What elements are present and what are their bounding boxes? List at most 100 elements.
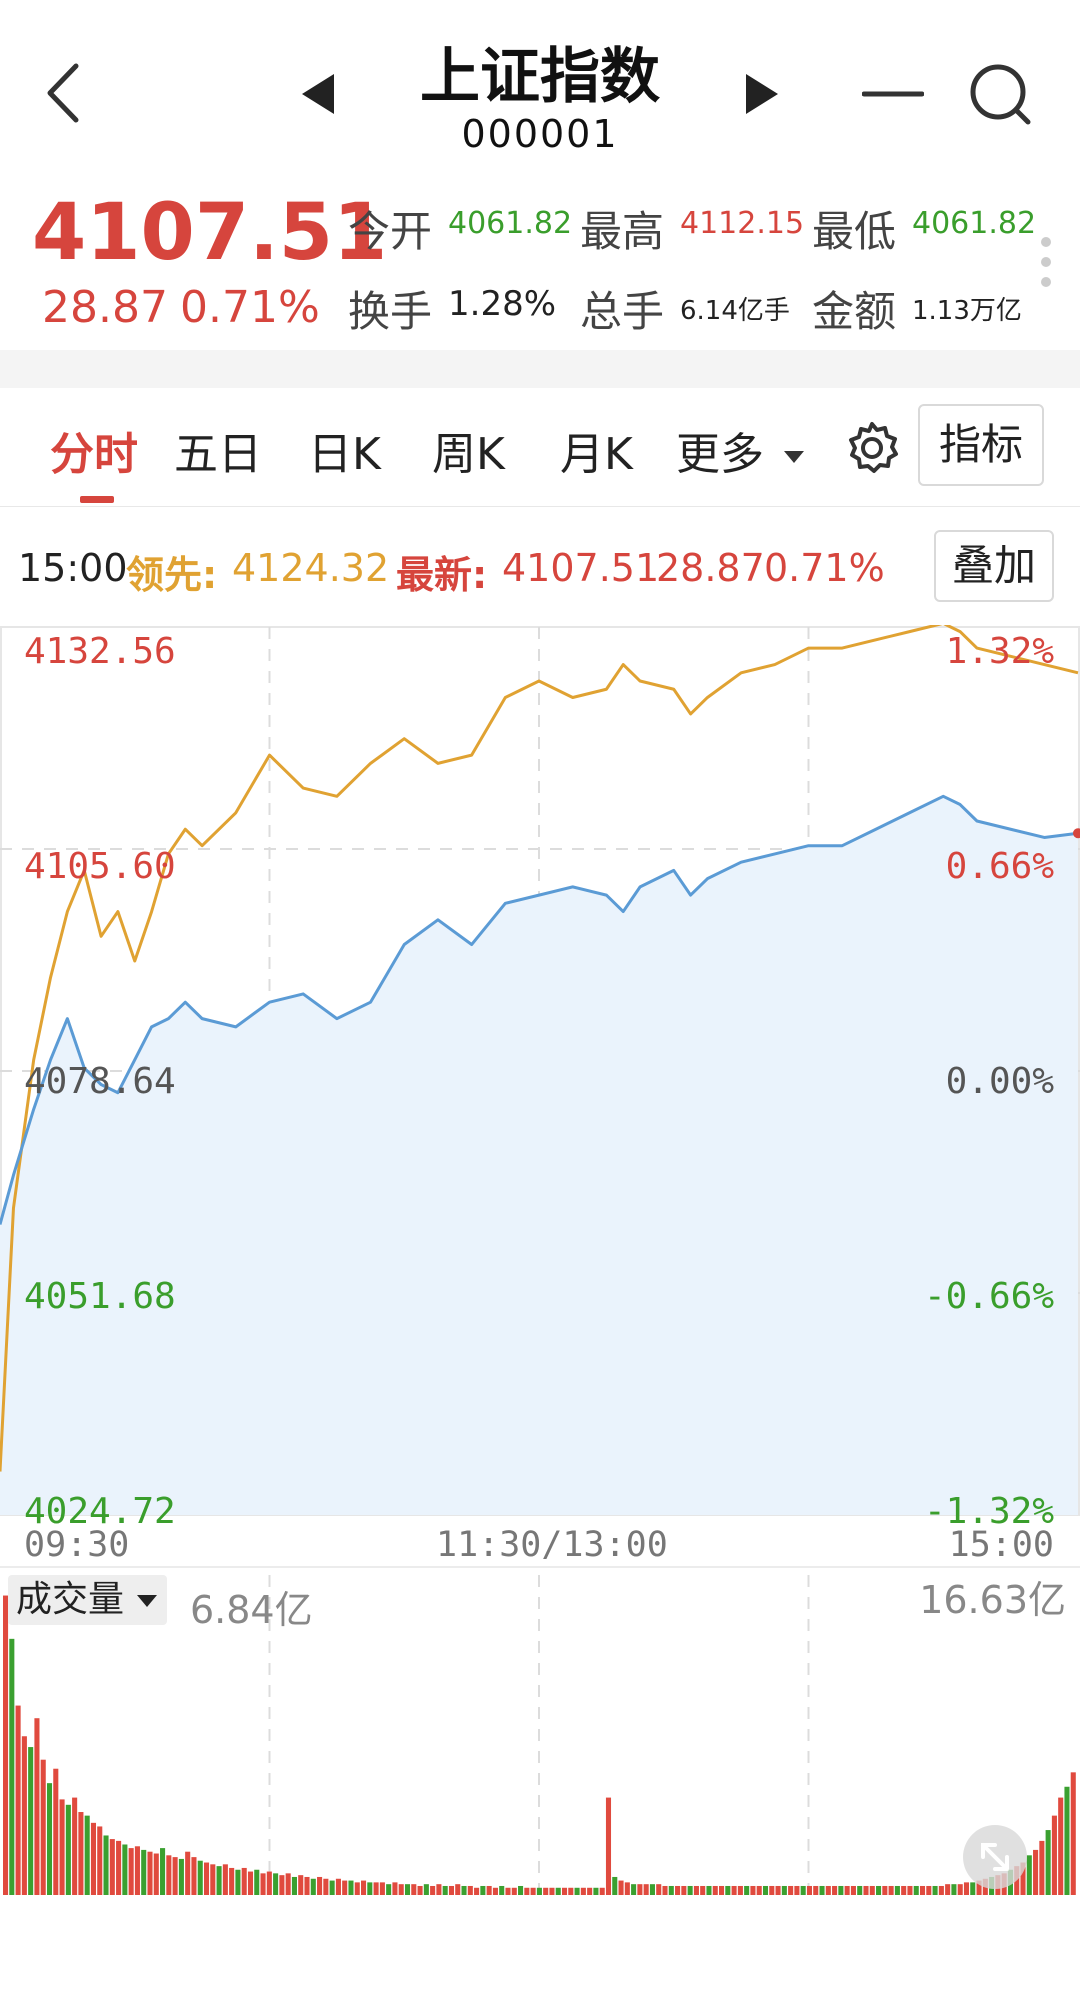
volume-bar-134	[844, 1885, 850, 1895]
vertical-dots-icon	[1041, 237, 1051, 287]
volume-selector[interactable]: 成交量	[8, 1575, 168, 1625]
open-value: 4061.82	[448, 206, 573, 241]
expand-icon	[981, 1843, 1009, 1871]
volume-bar-151	[951, 1884, 957, 1895]
page-title: 上证指数	[420, 42, 660, 112]
volume-bar-104	[656, 1884, 662, 1895]
legend-time: 15:00	[18, 546, 128, 590]
volume-bar-137	[863, 1885, 869, 1895]
volume-bar-150	[945, 1884, 951, 1895]
latest-label: 最新:	[396, 553, 488, 597]
volume-bar-121	[762, 1885, 769, 1895]
current-price: 4107.51	[32, 188, 388, 278]
volume-bar-129	[813, 1885, 819, 1895]
tab-intraday[interactable]: 分时	[50, 429, 138, 480]
volume-bar-9	[59, 1799, 65, 1895]
volume-bar-15	[97, 1826, 103, 1895]
triangle-right-icon	[746, 74, 778, 114]
prev-stock-button[interactable]	[298, 70, 338, 118]
volume-bar-67	[423, 1884, 429, 1895]
volume-bar-92	[580, 1887, 586, 1895]
volume-bar-6	[40, 1759, 46, 1895]
volume-bar-81	[511, 1887, 517, 1895]
volume-bar-123	[775, 1885, 781, 1895]
tab-monthly-k[interactable]: 月K	[560, 429, 633, 480]
volume-current: 6.84亿	[190, 1588, 313, 1632]
y-label-right-0: 1.32%	[945, 631, 1054, 672]
latest-pct: 0.71%	[764, 546, 885, 590]
volume-bar-149	[938, 1885, 944, 1895]
x-label-midday: 11:30/13:00	[436, 1525, 668, 1565]
volume-bar-19	[122, 1844, 128, 1895]
top-nav-bar: 上证指数 000001	[0, 0, 1080, 180]
volume-bar-28	[178, 1858, 184, 1895]
section-divider	[0, 350, 1080, 388]
volume-bar-40	[254, 1869, 260, 1895]
volume-bar-77	[486, 1885, 492, 1895]
volume-bar-107	[675, 1885, 681, 1895]
intraday-chart[interactable]: 4132.56 4105.60 4078.64 4051.68 4024.72 …	[0, 625, 1080, 1905]
price-change-pct: 0.71%	[180, 282, 320, 333]
volume-bar-54	[342, 1880, 348, 1895]
volume-bar-163	[1026, 1855, 1032, 1895]
volume-bar-22	[141, 1849, 147, 1895]
volume-bar-122	[769, 1885, 775, 1895]
volume-bar-106	[668, 1885, 674, 1895]
gear-icon	[849, 422, 898, 473]
volume-bar-20	[128, 1848, 134, 1895]
tab-daily-k[interactable]: 日K	[308, 429, 381, 480]
volume-bar-8	[53, 1768, 59, 1895]
chart-canvas[interactable]	[0, 625, 1080, 1905]
volume-bar-153	[963, 1882, 970, 1895]
latest-change: 28.87	[656, 546, 765, 590]
volume-bar-102	[643, 1884, 649, 1895]
lead-value: 4124.32	[232, 546, 390, 590]
triangle-left-icon	[302, 74, 334, 114]
volume-bar-60	[379, 1882, 385, 1895]
volume-bar-96	[605, 1797, 612, 1895]
amount-value: 1.13万亿	[912, 296, 1022, 326]
tab-weekly-k[interactable]: 周K	[432, 429, 505, 480]
volume-bar-91	[574, 1887, 580, 1895]
more-options-button[interactable]	[1036, 234, 1056, 290]
volume-bar-65	[411, 1884, 417, 1895]
volume-bar-166	[1045, 1830, 1051, 1895]
volume-bar-114	[719, 1885, 725, 1895]
settings-button[interactable]	[842, 418, 902, 478]
volume-bar-113	[712, 1885, 718, 1895]
volume-bar-128	[806, 1885, 813, 1895]
volume-bar-18	[116, 1840, 122, 1895]
volume-bar-72	[455, 1884, 461, 1895]
low-value: 4061.82	[912, 206, 1037, 241]
volume-bar-17	[109, 1839, 115, 1895]
expand-fullscreen-button[interactable]	[963, 1825, 1027, 1889]
y-label-left-2: 4078.64	[24, 1061, 176, 1102]
volume-bar-144	[907, 1885, 913, 1895]
volume-bar-146	[919, 1885, 926, 1895]
volume-bar-167	[1051, 1815, 1057, 1895]
tab-five-day[interactable]: 五日	[174, 429, 262, 480]
minimize-button[interactable]	[861, 80, 925, 110]
volume-bar-105	[662, 1885, 668, 1895]
volume-bar-138	[869, 1885, 875, 1895]
volume-bar-143	[901, 1885, 907, 1895]
volume-bar-141	[888, 1885, 894, 1895]
volume-bar-82	[518, 1885, 524, 1895]
volume-bar-58	[367, 1882, 373, 1895]
volume-bar-85	[536, 1887, 542, 1895]
volume-bar-101	[637, 1884, 643, 1895]
period-tabs: 分时 五日 日K 周K 月K 更多 指标	[0, 388, 1080, 507]
indicator-button[interactable]: 指标	[918, 404, 1044, 486]
volume-bar-36	[229, 1867, 235, 1895]
volume-max: 16.63亿	[919, 1578, 1066, 1622]
next-stock-button[interactable]	[742, 70, 782, 118]
low-label: 最低	[812, 207, 897, 256]
tab-more[interactable]: 更多	[676, 418, 806, 482]
back-button[interactable]	[40, 58, 90, 128]
volume-bar-86	[543, 1887, 549, 1895]
search-button[interactable]	[966, 60, 1036, 130]
overlay-button[interactable]: 叠加	[934, 530, 1054, 602]
volume-bar-84	[530, 1887, 536, 1895]
volume-bar-49	[310, 1878, 316, 1895]
volume-bar-70	[442, 1885, 448, 1895]
